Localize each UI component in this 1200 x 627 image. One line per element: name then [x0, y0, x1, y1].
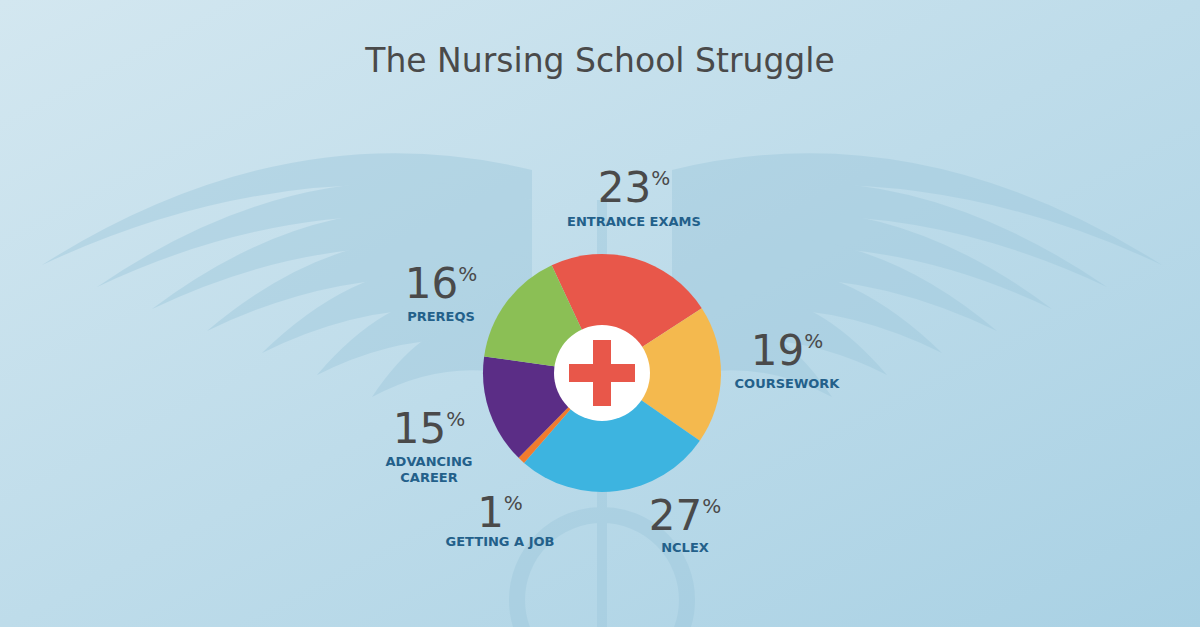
category-label: COURSEWORK — [735, 376, 841, 391]
data-label: 23% — [598, 163, 670, 212]
chart: The Nursing School Struggle 23% ENTRANCE E… — [0, 0, 1200, 627]
labels: 23% ENTRANCE EXAMS 19%COURSEWORK 27%NCLEX 1%… — [386, 163, 841, 555]
caduceus — [42, 153, 1162, 627]
data-label: 19% — [751, 326, 823, 375]
category-label: ADVANCINGCAREER — [386, 454, 473, 485]
data-label: 27% — [649, 491, 721, 540]
title: The Nursing School Struggle — [364, 41, 835, 80]
category-label: PREREQS — [407, 309, 475, 324]
center-circle — [554, 325, 650, 421]
cross — [593, 340, 611, 406]
background — [0, 0, 1200, 627]
category-label: ENTRANCE EXAMS — [567, 214, 701, 229]
category-label: GETTING A JOB — [446, 534, 555, 549]
data-label: 15% — [393, 404, 465, 453]
pie — [483, 254, 721, 492]
category-label: NCLEX — [661, 540, 709, 555]
data-label: 1% — [477, 488, 523, 537]
data-label: 16% — [405, 259, 477, 308]
